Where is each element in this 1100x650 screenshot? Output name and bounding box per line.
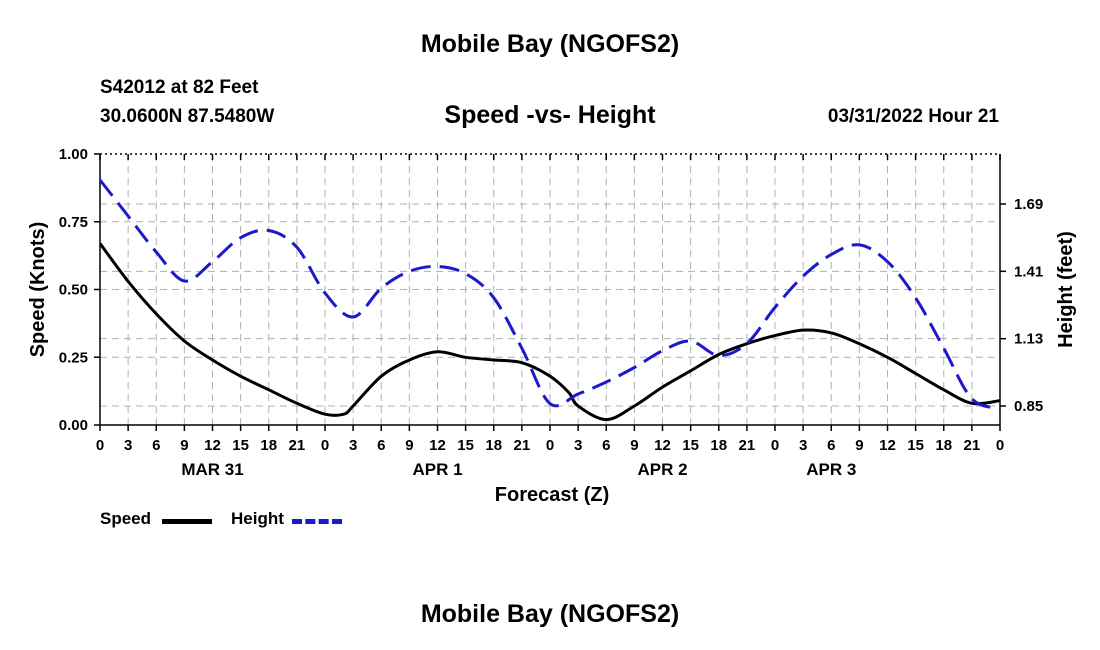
x-tick-label: 9 — [405, 437, 413, 454]
x-tick-label: 3 — [124, 437, 132, 454]
x-tick-label: 6 — [602, 437, 610, 454]
x-tick-label: 18 — [935, 437, 952, 454]
coords-label: 30.0600N 87.5480W — [100, 106, 275, 127]
x-tick-label: 3 — [799, 437, 807, 454]
y-tick-label: 0.00 — [59, 417, 88, 434]
x-tick-label: 12 — [654, 437, 671, 454]
x-tick-label: 21 — [514, 437, 531, 454]
y-tick-label: 0.25 — [59, 349, 88, 366]
legend-speed-label: Speed — [100, 509, 152, 528]
x-date-label: MAR 31 — [181, 460, 243, 479]
x-tick-label: 9 — [855, 437, 863, 454]
x-tick-label: 21 — [289, 437, 306, 454]
x-tick-label: 15 — [907, 437, 924, 454]
x-tick-label: 21 — [739, 437, 756, 454]
x-tick-label: 6 — [827, 437, 835, 454]
x-tick-label: 15 — [457, 437, 474, 454]
y-tick-label: 1.00 — [59, 146, 88, 163]
y-tick-label: 0.75 — [59, 214, 88, 231]
legend-height-swatch — [292, 519, 342, 524]
x-date-label: APR 1 — [412, 460, 462, 479]
series-line-speed — [100, 242, 1000, 422]
x-date-label: APR 2 — [637, 460, 687, 479]
x-tick-label: 0 — [546, 437, 554, 454]
station-label: S42012 at 82 Feet — [100, 77, 259, 98]
x-axis-title: Forecast (Z) — [495, 484, 609, 506]
x-date-label: APR 3 — [806, 460, 856, 479]
y-tick-label: 0.50 — [59, 282, 88, 299]
x-tick-label: 9 — [180, 437, 188, 454]
x-tick-label: 0 — [996, 437, 1004, 454]
x-tick-label: 12 — [429, 437, 446, 454]
series-line-height — [100, 179, 1000, 410]
x-tick-label: 15 — [682, 437, 699, 454]
legend-height-label: Height — [231, 509, 284, 528]
legend-speed-swatch — [162, 519, 212, 524]
timestamp-label: 03/31/2022 Hour 21 — [827, 106, 999, 127]
x-tick-label: 15 — [232, 437, 249, 454]
chart-subtitle: Speed -vs- Height — [444, 101, 656, 129]
x-tick-label: 18 — [710, 437, 727, 454]
y2-tick-label: 1.41 — [1014, 263, 1043, 280]
x-tick-label: 3 — [574, 437, 582, 454]
footer-title: Mobile Bay (NGOFS2) — [420, 600, 680, 628]
y2-tick-label: 1.13 — [1014, 331, 1043, 348]
x-tick-label: 9 — [630, 437, 638, 454]
y2-axis-title: Height (feet) — [1055, 231, 1077, 348]
speed-height-chart: 0 3 6 9 12 15 18 21 0 3 6 9 12 15 18 21 0 3 6 9 12 15 18 21 0 3 6 9… — [27, 146, 1077, 506]
x-tick-label: 12 — [204, 437, 221, 454]
x-tick-label: 12 — [879, 437, 896, 454]
x-tick-label: 0 — [321, 437, 329, 454]
y2-tick-label: 1.69 — [1014, 196, 1043, 213]
x-tick-label: 18 — [260, 437, 277, 454]
x-tick-label: 0 — [771, 437, 779, 454]
x-tick-label: 6 — [377, 437, 385, 454]
y2-tick-label: 0.85 — [1014, 398, 1043, 415]
x-tick-label: 3 — [349, 437, 357, 454]
x-tick-label: 6 — [152, 437, 160, 454]
x-tick-label: 21 — [964, 437, 981, 454]
x-tick-label: 18 — [485, 437, 502, 454]
x-tick-label: 0 — [96, 437, 104, 454]
page-title: Mobile Bay (NGOFS2) — [420, 30, 680, 58]
y-axis-title: Speed (Knots) — [27, 222, 49, 358]
